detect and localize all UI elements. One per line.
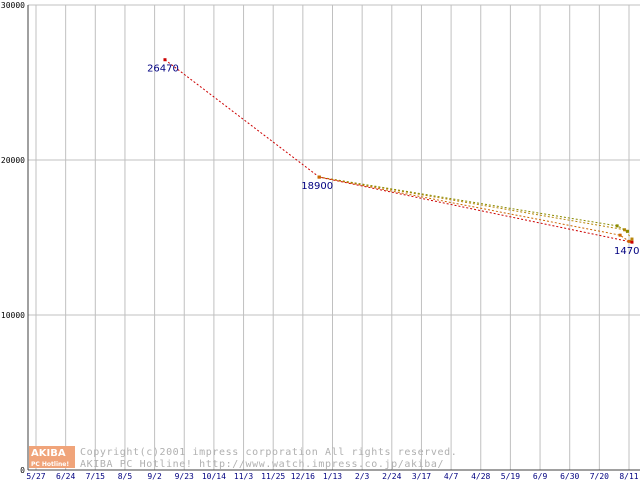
x-tick-9: 12/16 bbox=[291, 472, 315, 480]
x-tick-10: 1/13 bbox=[323, 472, 342, 480]
watermark: AKIBA PC Hotline! Copyright(c)2001 impre… bbox=[29, 446, 457, 470]
x-tick-7: 11/3 bbox=[234, 472, 253, 480]
y-tick-labels: 0 10000 20000 30000 bbox=[1, 1, 25, 475]
x-tick-8: 11/25 bbox=[261, 472, 285, 480]
series-4-point-0 bbox=[317, 175, 321, 179]
x-tick-3: 8/5 bbox=[118, 472, 133, 480]
series-3-point-2 bbox=[626, 229, 630, 233]
logo-top-block bbox=[29, 446, 75, 458]
x-tick-labels: 5/27 6/24 7/15 8/5 9/2 9/23 10/14 11/3 11/25 12/1… bbox=[26, 472, 638, 480]
series-2-point-1 bbox=[623, 228, 627, 232]
logo-top-text: AKIBA bbox=[31, 448, 66, 459]
logo-bottom-text: PC Hotline! bbox=[31, 461, 69, 468]
data-labels: 26470 18900 14700 bbox=[147, 64, 640, 257]
x-tick-19: 7/20 bbox=[590, 472, 609, 480]
axes bbox=[27, 5, 640, 471]
y-tick-0: 0 bbox=[20, 466, 25, 475]
x-tick-5: 9/23 bbox=[175, 472, 194, 480]
series-1-line bbox=[164, 59, 633, 243]
y-tick-2: 20000 bbox=[1, 156, 25, 165]
series-4-line bbox=[319, 176, 630, 242]
x-tick-11: 2/3 bbox=[355, 472, 370, 480]
akiba-logo: AKIBA PC Hotline! bbox=[29, 446, 75, 468]
x-tick-18: 6/30 bbox=[560, 472, 579, 480]
x-tick-20: 8/11 bbox=[619, 472, 638, 480]
series-3-point-1 bbox=[615, 224, 619, 228]
series-1-point-2 bbox=[630, 240, 634, 244]
x-tick-13: 3/17 bbox=[412, 472, 431, 480]
x-tick-12: 2/24 bbox=[382, 472, 401, 480]
x-tick-6: 10/14 bbox=[202, 472, 226, 480]
site-text: AKIBA PC Hotline! http://www.watch.impre… bbox=[80, 459, 444, 470]
data-label-1: 18900 bbox=[301, 181, 333, 192]
grid-lines bbox=[28, 4, 640, 470]
series-4-point-1 bbox=[618, 233, 622, 237]
x-tick-2: 7/15 bbox=[86, 472, 105, 480]
y-tick-3: 30000 bbox=[1, 1, 25, 10]
x-tick-15: 4/28 bbox=[471, 472, 490, 480]
x-tick-14: 4/7 bbox=[444, 472, 459, 480]
series-lines bbox=[163, 58, 634, 244]
copyright-text: Copyright(c)2001 impress corporation All… bbox=[80, 447, 457, 458]
series-3-line bbox=[319, 176, 628, 232]
series-2-point-2 bbox=[630, 237, 634, 241]
x-tick-17: 6/9 bbox=[533, 472, 548, 480]
series-1-point-0 bbox=[163, 58, 167, 62]
data-label-2: 14700 bbox=[614, 246, 640, 257]
y-tick-1: 10000 bbox=[1, 311, 25, 320]
series-4-point-2 bbox=[627, 239, 631, 243]
data-label-0: 26470 bbox=[147, 64, 179, 75]
x-tick-16: 5/19 bbox=[501, 472, 520, 480]
x-tick-4: 9/2 bbox=[147, 472, 162, 480]
logo-bottom-block bbox=[29, 458, 75, 468]
x-tick-0: 5/27 bbox=[26, 472, 45, 480]
x-tick-1: 6/24 bbox=[56, 472, 75, 480]
